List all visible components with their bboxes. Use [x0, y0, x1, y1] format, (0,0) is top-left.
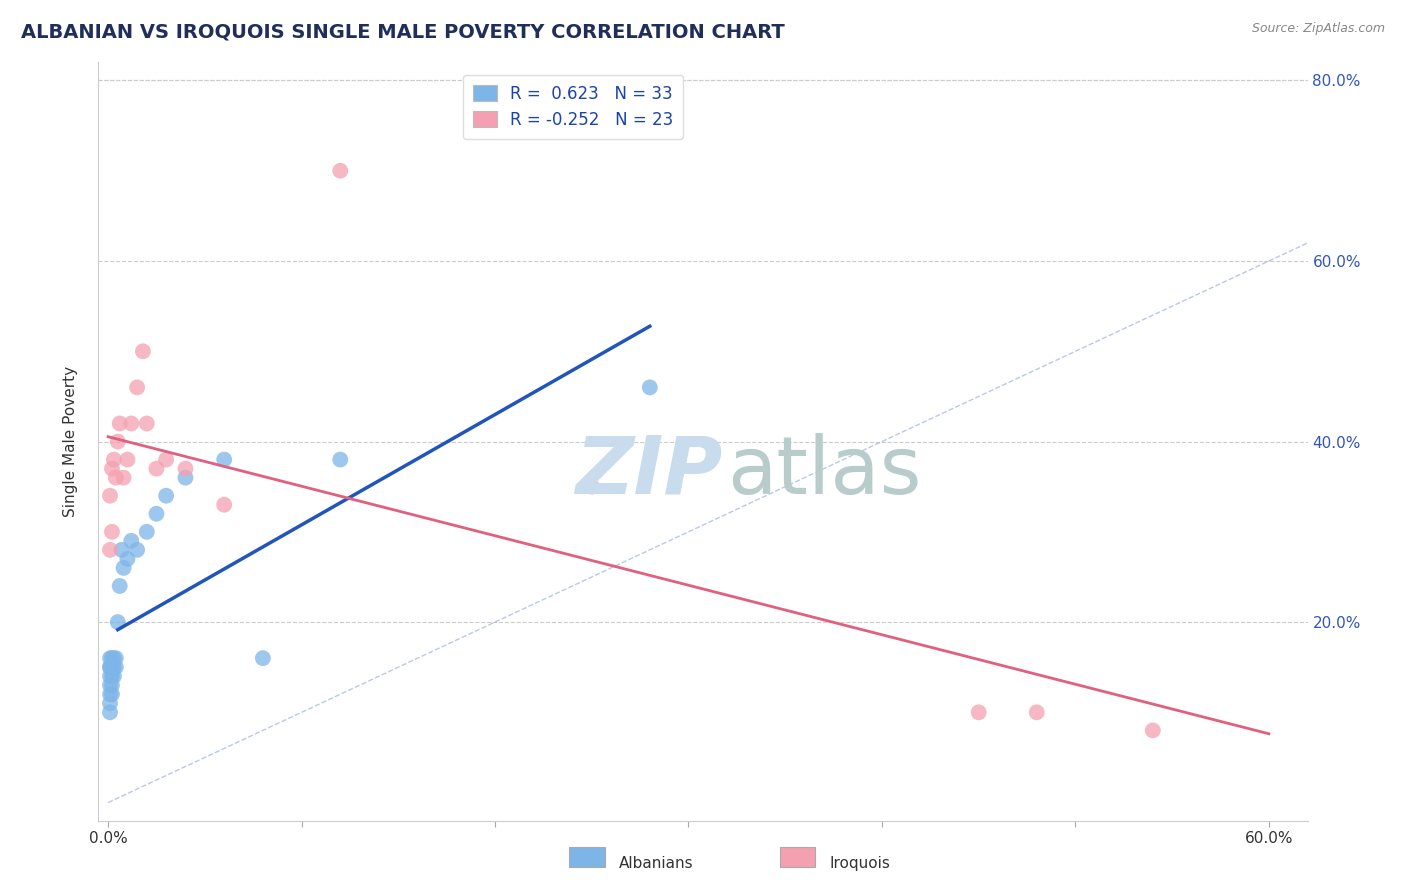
Point — [145, 461, 167, 475]
Point — [108, 417, 131, 431]
Point — [117, 452, 139, 467]
Point — [155, 452, 177, 467]
Point — [98, 687, 121, 701]
Text: Source: ZipAtlas.com: Source: ZipAtlas.com — [1251, 22, 1385, 36]
Point — [135, 524, 157, 539]
Point — [132, 344, 155, 359]
Point — [98, 542, 121, 557]
Y-axis label: Single Male Poverty: Single Male Poverty — [63, 366, 77, 517]
Point — [112, 561, 135, 575]
Point — [98, 489, 121, 503]
Point — [98, 660, 121, 674]
Text: Albanians: Albanians — [619, 856, 693, 871]
Point — [107, 434, 129, 449]
Point — [212, 452, 235, 467]
Point — [98, 706, 121, 720]
Point — [252, 651, 274, 665]
Point — [145, 507, 167, 521]
Point — [101, 461, 124, 475]
Point — [1025, 706, 1047, 720]
Point — [638, 380, 661, 394]
Point — [174, 470, 197, 484]
Point — [98, 660, 121, 674]
Text: ALBANIAN VS IROQUOIS SINGLE MALE POVERTY CORRELATION CHART: ALBANIAN VS IROQUOIS SINGLE MALE POVERTY… — [21, 22, 785, 41]
Point — [101, 660, 124, 674]
Text: Iroquois: Iroquois — [830, 856, 890, 871]
Point — [108, 579, 131, 593]
Point — [120, 533, 142, 548]
Point — [98, 696, 121, 710]
Point — [212, 498, 235, 512]
Legend: R =  0.623   N = 33, R = -0.252   N = 23: R = 0.623 N = 33, R = -0.252 N = 23 — [464, 75, 683, 139]
Point — [104, 651, 127, 665]
Point — [329, 452, 352, 467]
Point — [101, 678, 124, 692]
Point — [104, 470, 127, 484]
Point — [107, 615, 129, 629]
Point — [127, 542, 149, 557]
Point — [101, 669, 124, 683]
Point — [103, 452, 125, 467]
Text: ZIP: ZIP — [575, 433, 723, 511]
Point — [1142, 723, 1164, 738]
Point — [174, 461, 197, 475]
Point — [329, 163, 352, 178]
Point — [98, 669, 121, 683]
Point — [104, 660, 127, 674]
Point — [127, 380, 149, 394]
Point — [967, 706, 990, 720]
Point — [101, 687, 124, 701]
Point — [98, 651, 121, 665]
Point — [101, 524, 124, 539]
Point — [98, 678, 121, 692]
Point — [581, 480, 603, 494]
Point — [103, 660, 125, 674]
Point — [120, 417, 142, 431]
Text: atlas: atlas — [727, 433, 921, 511]
Point — [117, 552, 139, 566]
Point — [101, 651, 124, 665]
Point — [155, 489, 177, 503]
Point — [103, 669, 125, 683]
Point — [111, 542, 134, 557]
Point — [135, 417, 157, 431]
Point — [112, 470, 135, 484]
Point — [103, 651, 125, 665]
